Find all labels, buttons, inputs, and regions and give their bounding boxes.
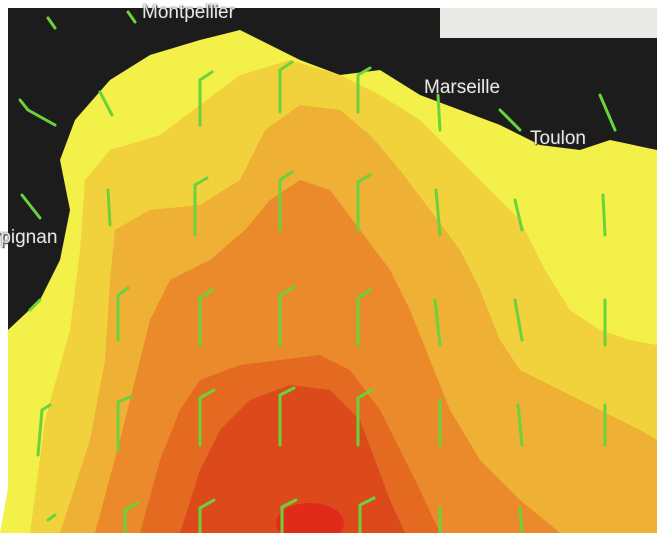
city-label-marseille: Marseille xyxy=(424,77,501,98)
wind-barb-icon xyxy=(46,513,57,522)
wind-barb-icon xyxy=(598,93,617,132)
wind-barb-icon xyxy=(356,288,372,347)
wind-barb-icon xyxy=(434,188,442,237)
wind-barb-icon xyxy=(518,506,524,533)
wind-barb-icon xyxy=(601,193,607,237)
wind-barb-icon xyxy=(116,286,130,342)
wind-barb-icon xyxy=(356,388,374,447)
wind-barb-icon xyxy=(126,10,137,24)
wind-barb-icon xyxy=(498,108,522,132)
wind-barb-icon xyxy=(106,188,112,227)
wind-barb-icon xyxy=(358,496,376,533)
wind-barb-icon xyxy=(513,198,524,232)
wind-barb-icon xyxy=(198,70,214,127)
wind-barb-icon xyxy=(123,501,140,533)
wind-barb-icon xyxy=(28,298,42,312)
wind-barb-icon xyxy=(513,298,524,342)
wind-barb-icon xyxy=(198,498,216,533)
wind-barb-icon xyxy=(98,90,114,117)
wind-barb-icon xyxy=(516,403,524,447)
wind-barb-icon xyxy=(436,93,442,132)
wind-barb-icon xyxy=(198,288,214,347)
city-label-montpellier: Montpellier xyxy=(142,2,235,23)
wind-barb-icon xyxy=(193,176,209,237)
wind-barb-icon xyxy=(356,173,372,232)
wind-barb-icon xyxy=(278,285,296,347)
contour-band-red xyxy=(180,385,405,533)
wind-barb-icon xyxy=(20,193,42,220)
wind-barb-icon xyxy=(46,16,57,30)
wind-barb-icon xyxy=(116,394,134,452)
wind-barb-icon xyxy=(278,60,294,114)
wind-barb-icon xyxy=(280,498,298,533)
wind-barb-icon xyxy=(356,66,372,114)
city-label-perpignan: rpignan xyxy=(0,227,58,248)
wind-barb-icon xyxy=(433,298,442,347)
wind-barb-icon xyxy=(278,170,294,232)
wind-barb-icon xyxy=(278,386,296,447)
wind-barb-icon xyxy=(36,403,52,457)
legend-strip xyxy=(440,8,657,38)
wind-barb-icon xyxy=(198,388,216,447)
contour-core xyxy=(276,503,344,533)
wind-barb-icon xyxy=(18,98,57,127)
city-label-toulon: Toulon xyxy=(530,128,586,149)
